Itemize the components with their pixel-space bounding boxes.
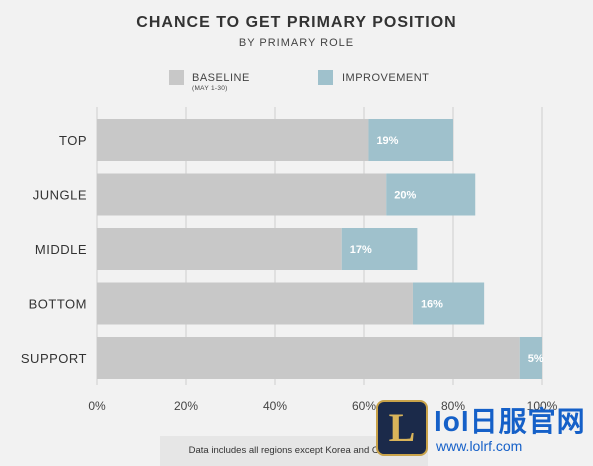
category-label: BOTTOM xyxy=(29,297,87,312)
bar-baseline xyxy=(97,337,520,379)
bar-improvement xyxy=(368,119,453,161)
category-label: TOP xyxy=(59,133,87,148)
bar-baseline xyxy=(97,173,387,216)
x-tick-label: 100% xyxy=(527,399,558,413)
bar-data-label: 20% xyxy=(394,190,416,202)
chart-title: CHANCE TO GET PRIMARY POSITION xyxy=(136,14,457,31)
bar-data-label: 17% xyxy=(350,244,372,256)
bar-improvement xyxy=(519,337,542,379)
x-tick-label: 60% xyxy=(352,399,376,413)
category-label: JUNGLE xyxy=(33,188,87,203)
legend-sublabel-baseline: (MAY 1-30) xyxy=(192,85,228,92)
legend-swatch-baseline xyxy=(169,70,184,85)
bar-improvement xyxy=(341,228,418,270)
category-label: MIDDLE xyxy=(35,242,87,257)
x-tick-label: 20% xyxy=(174,399,198,413)
chart-subtitle: BY PRIMARY ROLE xyxy=(238,37,355,49)
bar-data-label: 5% xyxy=(528,353,544,365)
bar-baseline xyxy=(97,228,342,270)
chart-legend: BASELINE (MAY 1-30) IMPROVEMENT xyxy=(0,70,593,100)
category-label: SUPPORT xyxy=(21,351,87,366)
site-watermark: L lol日服官网 www.lolrf.com xyxy=(376,398,593,466)
legend-swatch-improvement xyxy=(318,70,333,85)
bar-baseline xyxy=(97,119,369,161)
bar-baseline xyxy=(97,282,413,325)
x-tick-label: 80% xyxy=(441,399,465,413)
league-logo-icon: L xyxy=(376,400,428,456)
bar-data-label: 16% xyxy=(421,299,443,311)
legend-label-improvement: IMPROVEMENT xyxy=(342,72,430,84)
bar-improvement xyxy=(386,173,476,216)
x-tick-label: 0% xyxy=(88,399,106,413)
x-tick-label: 40% xyxy=(263,399,287,413)
bar-improvement xyxy=(412,282,485,325)
watermark-text: lol日服官网 xyxy=(434,406,586,437)
bar-data-label: 19% xyxy=(376,135,398,147)
legend-label-baseline: BASELINE xyxy=(192,72,250,84)
watermark-url: www.lolrf.com xyxy=(436,438,523,454)
